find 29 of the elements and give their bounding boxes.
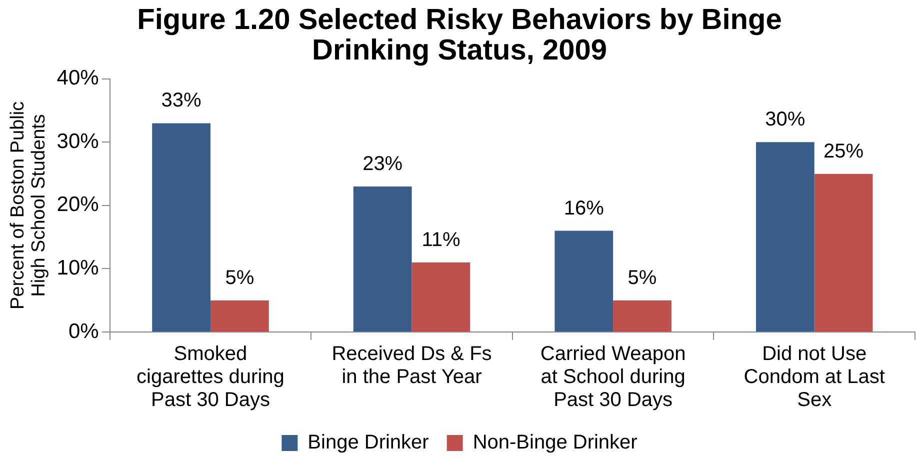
bar xyxy=(613,300,672,332)
x-tick-label: Smoked cigarettes during Past 30 Days xyxy=(136,343,284,412)
y-axis-title: Percent of Boston Public High School Students xyxy=(8,101,50,310)
y-tick-label: 30% xyxy=(56,130,99,153)
bar xyxy=(412,262,470,332)
x-tick-label: Carried Weapon at School during Past 30 Days xyxy=(540,343,686,412)
data-label: 11% xyxy=(422,228,460,251)
data-label: 33% xyxy=(161,90,202,112)
bar xyxy=(210,300,269,332)
legend-label: Non-Binge Drinker xyxy=(472,432,638,454)
bar xyxy=(152,123,210,332)
data-label: 30% xyxy=(765,108,806,131)
bar xyxy=(353,186,412,332)
x-tick-label: Did not Use Condom at Last Sex xyxy=(744,343,886,412)
legend-label: Binge Drinker xyxy=(308,432,430,454)
data-label: 5% xyxy=(225,266,254,289)
x-tick-label: Received Ds & Fs in the Past Year xyxy=(332,343,492,388)
data-label: 25% xyxy=(824,140,864,162)
bar xyxy=(554,230,614,332)
y-tick-label: 10% xyxy=(56,256,99,280)
bar xyxy=(756,142,814,332)
y-tick-label: 20% xyxy=(56,193,99,216)
bar xyxy=(814,174,873,332)
y-tick-label: 0% xyxy=(68,320,99,343)
chart-title: Figure 1.20 Selected Risky Behaviors by Binge Drinking Status, 2009 xyxy=(137,4,782,67)
data-label: 23% xyxy=(362,152,403,175)
y-tick-label: 40% xyxy=(56,66,99,90)
data-label: 16% xyxy=(564,197,604,220)
data-label: 5% xyxy=(628,266,657,289)
